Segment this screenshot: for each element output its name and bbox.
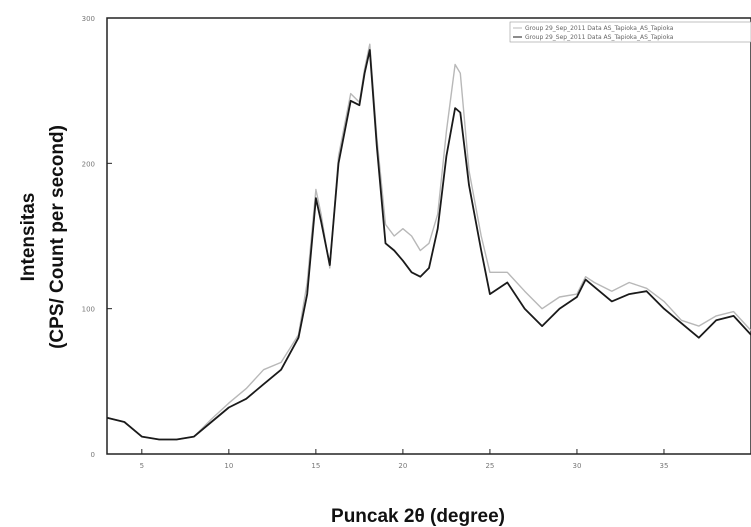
x-tick-label: 25: [485, 462, 494, 470]
legend-entry-1: Group 29_Sep_2011 Data AS_Tapioka_AS_Tap…: [525, 25, 674, 32]
y-tick-label: 0: [91, 451, 95, 459]
series-layer: [106, 43, 751, 441]
legend-box: [509, 21, 751, 43]
y-axis-ticks: 0 100 200 300: [82, 15, 112, 459]
x-tick-label: 15: [311, 462, 320, 470]
y-axis-label-line2: (CPS/ Count per second): [47, 125, 68, 349]
x-tick-label: 20: [398, 462, 407, 470]
x-axis-ticks: 5 10 15 20 25 30 35: [140, 449, 669, 470]
legend-entry-2: Group 29_Sep_2011 Data AS_Tapioka_AS_Tap…: [525, 34, 674, 41]
x-tick-label: 30: [572, 462, 581, 470]
y-axis-label-line1: Intensitas: [18, 193, 39, 282]
series-line-2: [106, 43, 751, 441]
series-line-1: [106, 49, 751, 441]
legend: Group 29_Sep_2011 Data AS_Tapioka_AS_Tap…: [509, 21, 751, 43]
plot-area-frame: [106, 17, 751, 455]
x-tick-label: 5: [140, 462, 144, 470]
y-tick-label: 200: [82, 160, 95, 168]
x-tick-label: 10: [224, 462, 233, 470]
y-tick-label: 300: [82, 15, 95, 23]
x-axis-label: Puncak 2θ (degree): [331, 506, 505, 527]
x-tick-label: 35: [660, 462, 669, 470]
y-tick-label: 100: [82, 306, 95, 314]
